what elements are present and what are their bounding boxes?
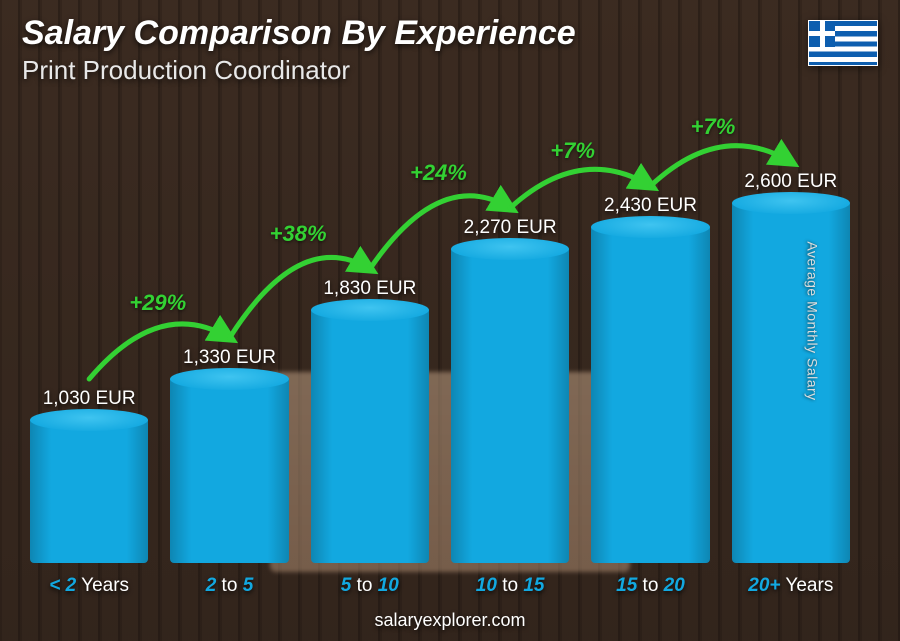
bar-category-label: 2 to 5: [206, 575, 254, 597]
page-subtitle: Print Production Coordinator: [22, 55, 800, 86]
bar-0: 1,030 EUR< 2 Years: [30, 388, 148, 563]
bar-value-label: 1,330 EUR: [183, 347, 276, 369]
bar-category-label: 10 to 15: [476, 575, 545, 597]
increase-label: +29%: [129, 290, 186, 316]
bar-body: [451, 249, 569, 563]
bar-body: [311, 310, 429, 563]
bar-category-label: < 2 Years: [49, 575, 129, 597]
increase-arc-2: +24%: [30, 103, 850, 563]
bar-value-label: 2,270 EUR: [464, 217, 557, 239]
increase-arc-4: +7%: [30, 103, 850, 563]
bar-body: [170, 379, 288, 563]
bar-5: 2,600 EUR20+ Years: [732, 171, 850, 563]
bar-body: [591, 227, 709, 563]
bar-body: [30, 420, 148, 563]
salary-bar-chart: 1,030 EUR< 2 Years1,330 EUR2 to 51,830 E…: [30, 103, 850, 563]
y-axis-label: Average Monthly Salary: [804, 241, 820, 400]
page-title: Salary Comparison By Experience: [22, 14, 800, 53]
bar-2: 1,830 EUR5 to 10: [311, 278, 429, 563]
bar-value-label: 2,430 EUR: [604, 195, 697, 217]
increase-label: +24%: [410, 160, 467, 186]
bar-1: 1,330 EUR2 to 5: [170, 347, 288, 563]
bar-value-label: 1,830 EUR: [323, 278, 416, 300]
bar-value-label: 2,600 EUR: [744, 171, 837, 193]
header: Salary Comparison By Experience Print Pr…: [22, 14, 800, 86]
increase-arc-1: +38%: [30, 103, 850, 563]
bar-4: 2,430 EUR15 to 20: [591, 195, 709, 563]
footer-attribution: salaryexplorer.com: [0, 610, 900, 631]
bar-category-label: 20+ Years: [748, 575, 833, 597]
greece-flag-icon: [808, 20, 878, 66]
bar-body: [732, 203, 850, 563]
increase-arc-3: +7%: [30, 103, 850, 563]
bar-category-label: 5 to 10: [341, 575, 399, 597]
bar-3: 2,270 EUR10 to 15: [451, 217, 569, 563]
increase-label: +7%: [691, 114, 736, 140]
increase-arc-0: +29%: [30, 103, 850, 563]
bar-category-label: 15 to 20: [616, 575, 685, 597]
increase-label: +38%: [270, 221, 327, 247]
bar-value-label: 1,030 EUR: [43, 388, 136, 410]
increase-label: +7%: [550, 138, 595, 164]
